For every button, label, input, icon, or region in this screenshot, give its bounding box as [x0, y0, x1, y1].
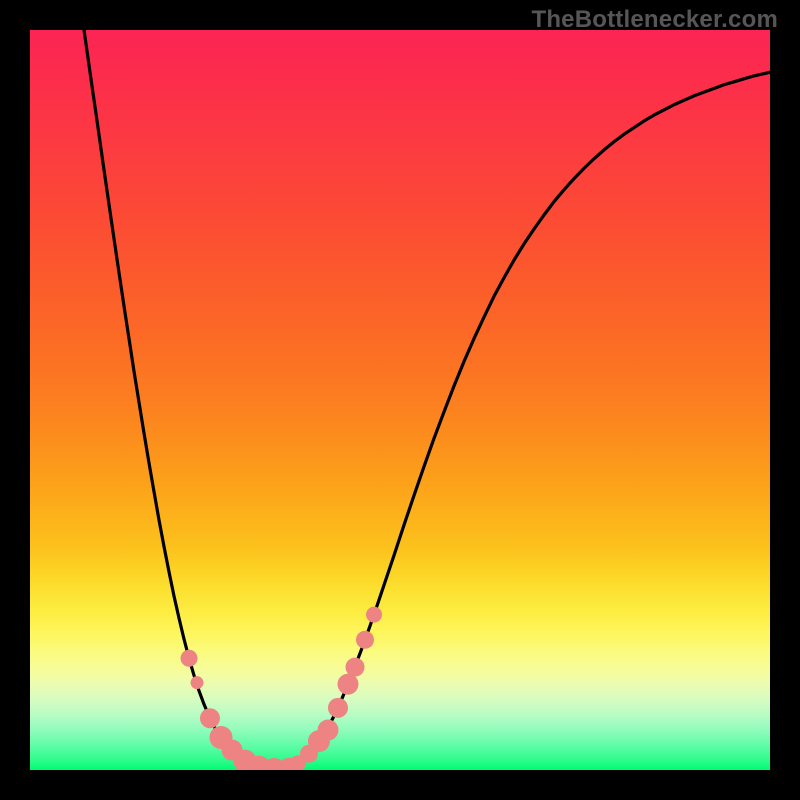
curve-left: [84, 30, 274, 770]
data-marker: [366, 607, 382, 623]
data-marker: [328, 698, 348, 718]
data-marker: [318, 720, 339, 741]
markers-group: [181, 607, 383, 770]
chart-stage: TheBottlenecker.com: [0, 0, 800, 800]
data-marker: [337, 674, 358, 695]
data-marker: [356, 631, 374, 649]
data-marker: [191, 676, 204, 689]
data-marker: [181, 650, 198, 667]
curves-layer: [30, 30, 770, 770]
data-marker: [346, 658, 365, 677]
plot-area: [30, 30, 770, 770]
data-marker: [200, 708, 220, 728]
